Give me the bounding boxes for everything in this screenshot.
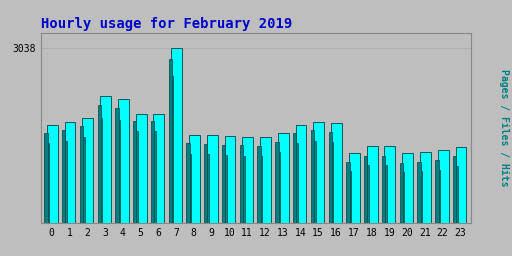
Bar	[456, 147, 466, 223]
Bar	[400, 163, 403, 223]
Bar	[170, 76, 174, 223]
Bar	[417, 162, 421, 223]
Bar	[260, 137, 271, 223]
Bar	[382, 156, 385, 223]
Bar	[115, 108, 119, 223]
Bar	[80, 126, 83, 223]
Bar	[65, 122, 75, 223]
Bar	[275, 142, 279, 223]
Bar	[44, 133, 48, 223]
Bar	[63, 141, 67, 223]
Bar	[293, 133, 296, 223]
Bar	[82, 118, 93, 223]
Bar	[438, 150, 449, 223]
Bar	[259, 156, 262, 223]
Bar	[402, 153, 413, 223]
Bar	[420, 152, 431, 223]
Bar	[206, 154, 209, 223]
Bar	[154, 114, 164, 223]
Bar	[151, 121, 154, 223]
Bar	[258, 146, 261, 223]
Bar	[240, 145, 243, 223]
Bar	[223, 155, 227, 223]
Bar	[242, 137, 253, 223]
Bar	[278, 133, 289, 223]
Bar	[277, 152, 280, 223]
Bar	[99, 118, 102, 223]
Bar	[364, 156, 368, 223]
Bar	[98, 105, 101, 223]
Bar	[207, 135, 218, 223]
Bar	[329, 132, 332, 223]
Bar	[295, 125, 307, 223]
Bar	[383, 165, 387, 223]
Text: Pages / Files / Hits: Pages / Files / Hits	[499, 69, 509, 187]
Bar	[366, 165, 369, 223]
Bar	[435, 160, 438, 223]
Bar	[313, 122, 324, 223]
Bar	[453, 156, 456, 223]
Bar	[188, 154, 191, 223]
Text: Hourly usage for February 2019: Hourly usage for February 2019	[41, 17, 292, 31]
Bar	[133, 121, 136, 223]
Bar	[186, 144, 190, 223]
Bar	[346, 162, 350, 223]
Bar	[46, 144, 49, 223]
Bar	[311, 130, 314, 223]
Bar	[455, 166, 458, 223]
Bar	[330, 142, 333, 223]
Bar	[312, 141, 315, 223]
Bar	[118, 99, 129, 223]
Bar	[367, 146, 377, 223]
Bar	[100, 97, 111, 223]
Bar	[136, 114, 146, 223]
Bar	[171, 48, 182, 223]
Bar	[419, 171, 422, 223]
Bar	[204, 144, 207, 223]
Bar	[222, 145, 225, 223]
Bar	[62, 130, 66, 223]
Bar	[47, 125, 58, 223]
Bar	[117, 120, 120, 223]
Bar	[348, 171, 351, 223]
Bar	[331, 123, 342, 223]
Bar	[349, 153, 360, 223]
Bar	[189, 135, 200, 223]
Bar	[224, 136, 236, 223]
Bar	[294, 144, 298, 223]
Bar	[81, 137, 84, 223]
Bar	[153, 131, 156, 223]
Bar	[168, 59, 172, 223]
Bar	[135, 131, 138, 223]
Bar	[401, 172, 404, 223]
Bar	[241, 156, 245, 223]
Bar	[385, 146, 395, 223]
Bar	[437, 170, 440, 223]
